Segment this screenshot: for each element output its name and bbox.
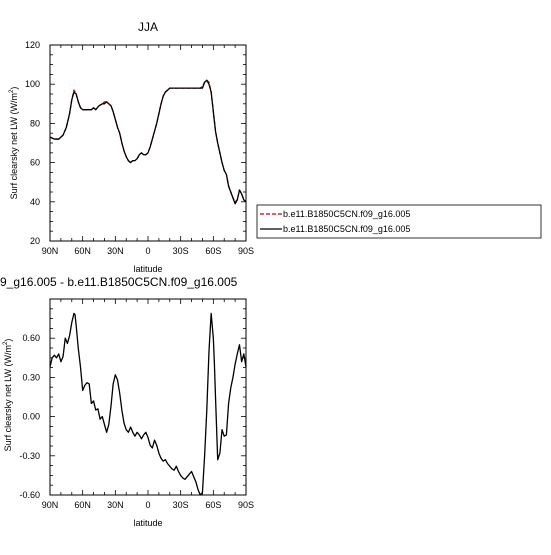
legend-label-series-1: b.e11.B1850C5CN.f09_g16.005 [283, 209, 410, 219]
bottom-y-tick-label: -0.30 [19, 451, 40, 461]
bottom-chart-x-axis-label: latitude [133, 518, 162, 528]
top-y-tick-label: 80 [30, 118, 40, 128]
bottom-chart-y-axis-label: Surf clearsky net LW (W/m2) [3, 339, 13, 452]
top-x-tick-label: 30S [173, 246, 189, 256]
top-chart-marks: 90N 60N 30N 0 30S 60S 90S 20 40 60 80 100 120 [25, 40, 254, 256]
legend-box [256, 204, 542, 239]
top-chart-title: JJA [138, 20, 158, 34]
top-x-tick-label: 60N [74, 246, 91, 256]
top-x-tick-label: 30N [107, 246, 124, 256]
top-y-label-end: ) [9, 87, 19, 90]
top-y-tick-label: 20 [30, 236, 40, 246]
bottom-series-line-1 [49, 312, 247, 496]
bottom-x-tick-label: 0 [145, 500, 150, 510]
top-x-tick-label: 60S [205, 246, 221, 256]
bottom-y-tick-label: -0.60 [19, 490, 40, 500]
top-y-tick-label: 40 [30, 197, 40, 207]
bottom-chart-marks: 90N 60N 30N 0 30S 60S 90S -0.60 -0.30 0.00 0.30 0.6… [19, 298, 254, 510]
bottom-x-tick-label: 60S [205, 500, 221, 510]
bottom-x-tick-label: 30N [107, 500, 124, 510]
top-chart-y-axis-label: Surf clearsky net LW (W/m2) [9, 87, 19, 200]
bottom-chart: )9_g16.005 - b.e11.B1850C5CN.f09_g16.005… [0, 275, 254, 528]
bottom-y-label-sup: 2 [3, 341, 9, 345]
bottom-chart-title: )9_g16.005 - b.e11.B1850C5CN.f09_g16.005 [0, 275, 238, 289]
top-series-line-2 [49, 79, 247, 205]
top-x-tick-label: 0 [145, 246, 150, 256]
bottom-x-tick-label: 90N [42, 500, 59, 510]
top-plot-frame [49, 44, 247, 242]
top-y-tick-label: 100 [25, 79, 40, 89]
top-chart-x-axis-label: latitude [133, 264, 162, 274]
top-x-tick-label: 90S [238, 246, 254, 256]
top-series-line-1 [49, 79, 247, 203]
bottom-x-tick-label: 30S [173, 500, 189, 510]
bottom-x-tick-label: 60N [74, 500, 91, 510]
top-y-label-main: Surf clearsky net LW (W/m [9, 93, 19, 199]
legend-label-series-2: b.e11.B1850C5CN.f09_g16.005 [283, 224, 410, 234]
bottom-y-tick-label: 0.00 [22, 412, 40, 422]
bottom-y-label-end: ) [3, 339, 13, 342]
top-x-tick-label: 90N [42, 246, 59, 256]
bottom-y-label-main: Surf clearsky net LW (W/m [3, 345, 13, 451]
top-chart: JJA Surf clearsky net LW (W/m2) latitude… [9, 20, 254, 274]
top-y-tick-label: 60 [30, 158, 40, 168]
top-y-label-sup: 2 [9, 89, 15, 93]
bottom-y-tick-label: 0.60 [22, 333, 40, 343]
bottom-x-tick-label: 90S [238, 500, 254, 510]
top-y-tick-label: 120 [25, 40, 40, 50]
bottom-y-tick-label: 0.30 [22, 372, 40, 382]
bottom-plot-frame [49, 298, 247, 496]
legend: b.e11.B1850C5CN.f09_g16.005 b.e11.B1850C… [256, 204, 542, 239]
